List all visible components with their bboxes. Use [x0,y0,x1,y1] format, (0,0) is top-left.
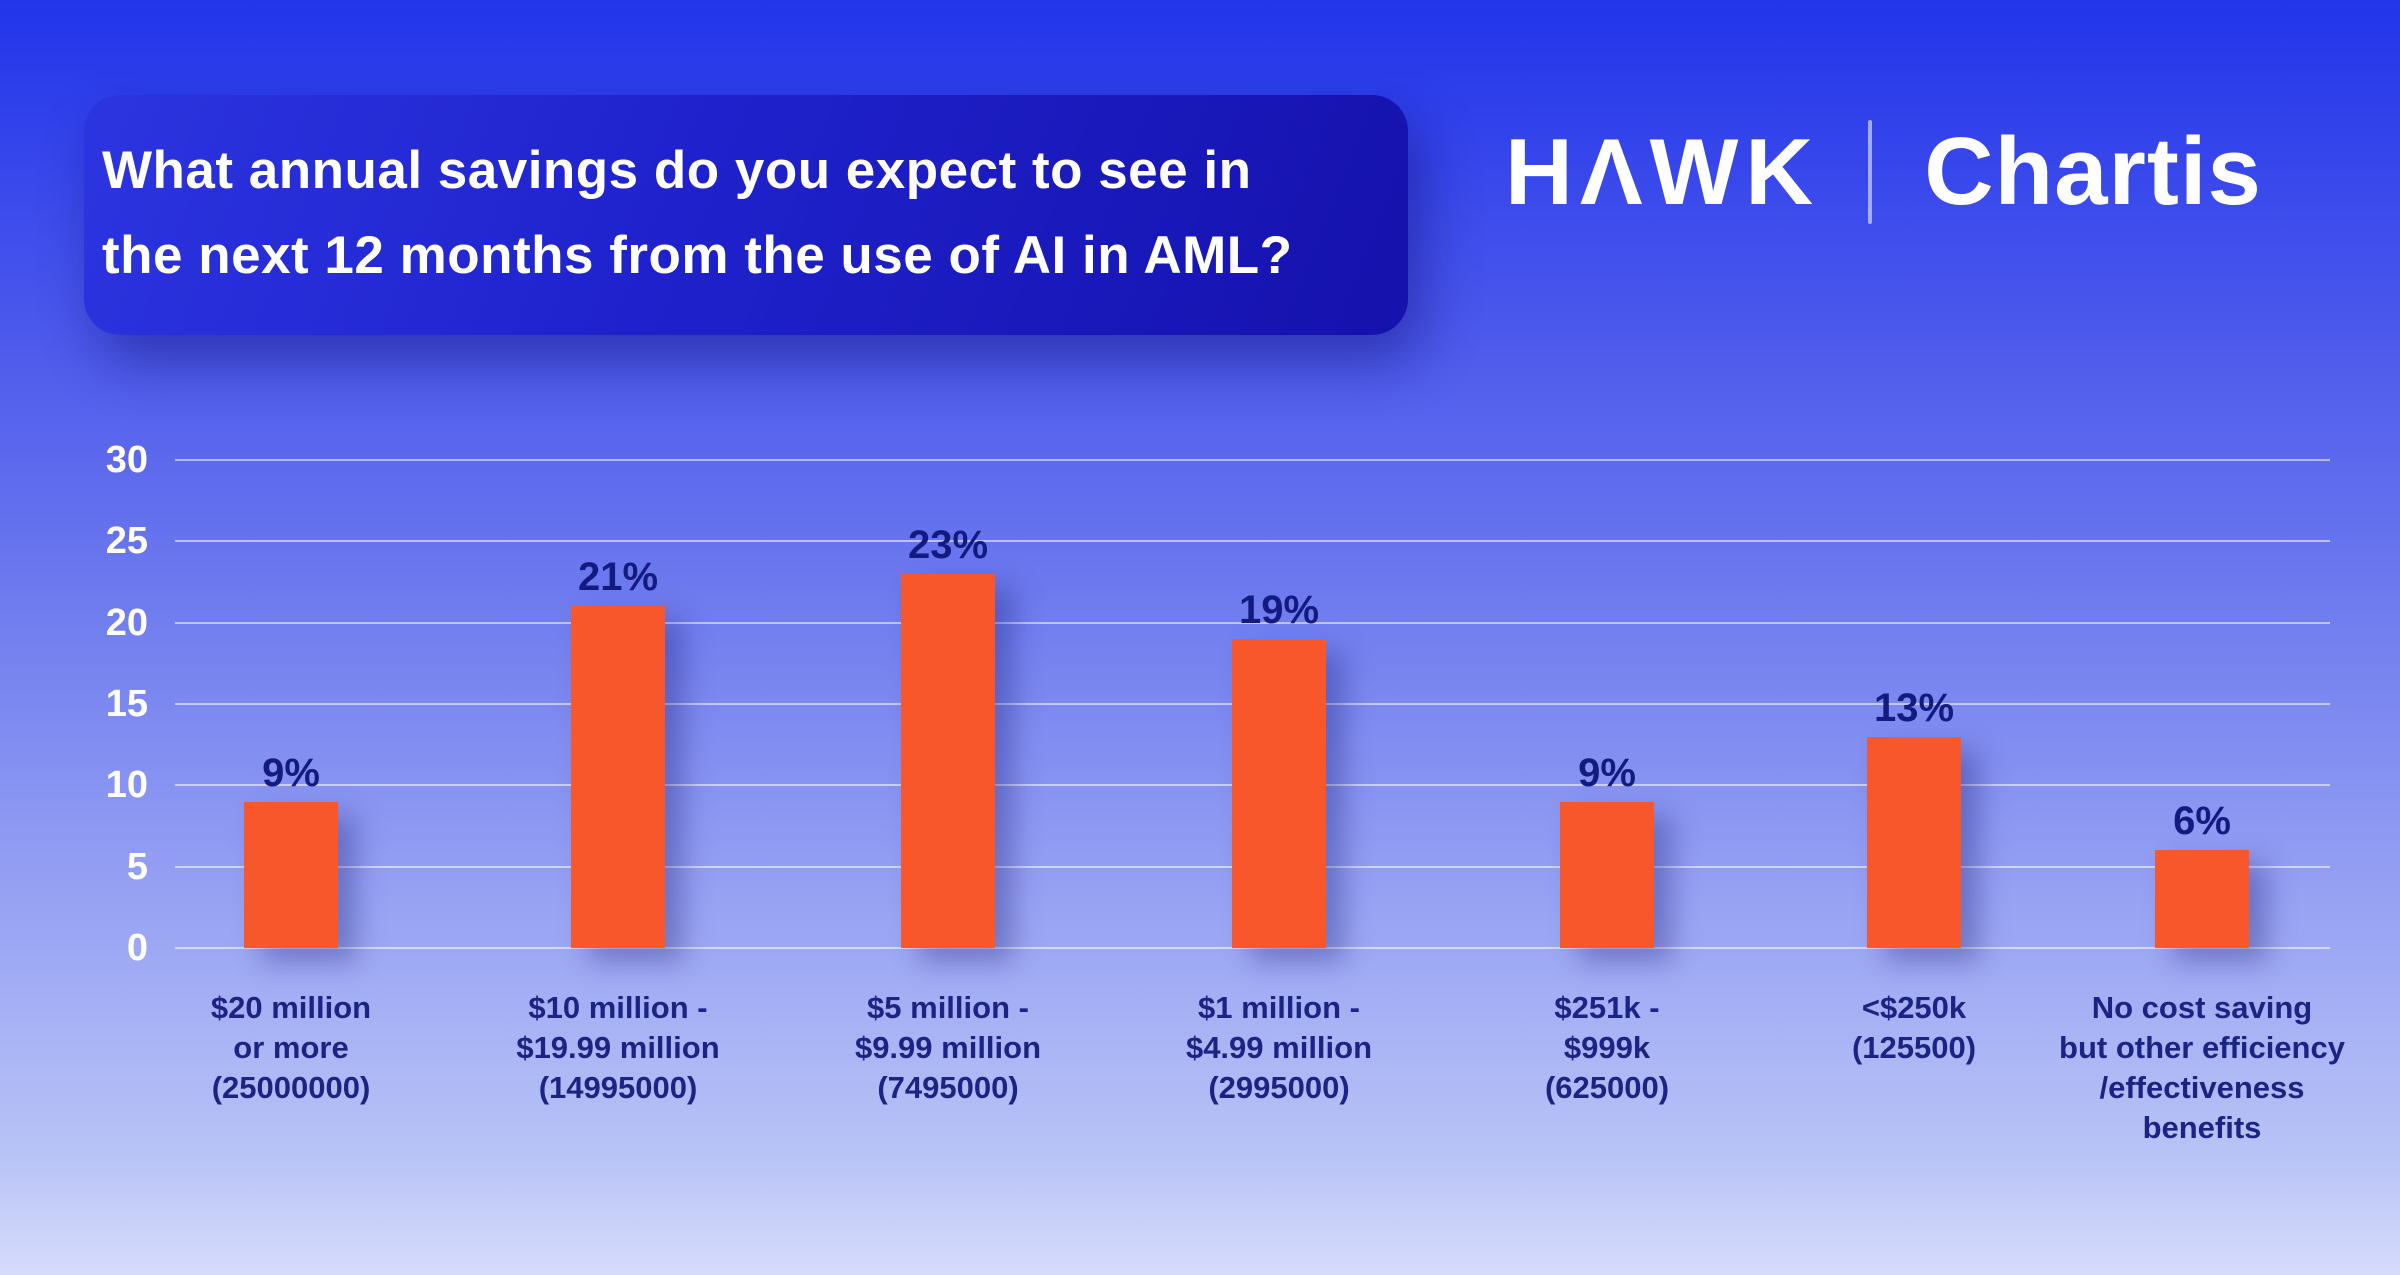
gridline-30 [175,459,2330,461]
x-axis-label-5: $251k - $999k (625000) [1544,990,1670,1105]
y-axis-tick-20: 20 [105,601,148,644]
bar-value-label-5: 9% [1578,750,1636,795]
bar-4 [1232,638,1326,948]
title-line-1: What annual savings do you expect to see… [102,141,1252,200]
bar-6 [1867,736,1961,948]
y-axis-tick-5: 5 [126,845,148,888]
y-axis-tick-10: 10 [105,764,148,807]
bar-value-label-4: 19% [1238,587,1320,632]
bar-5 [1560,801,1654,948]
bar-value-label-1: 9% [262,750,320,795]
bar-7 [2155,850,2249,948]
hawk-logo: HΛWK [1505,119,1821,224]
bar-value-label-3: 23% [907,522,989,567]
x-axis-label-1: $20 million or more (25000000) [210,990,372,1105]
bar-1 [244,801,338,948]
bar-value-label-2: 21% [577,555,659,600]
y-axis-tick-25: 25 [105,520,148,563]
bar-2 [571,606,665,948]
chartis-logo: Chartis [1924,118,2262,225]
gridline-0 [175,947,2330,949]
logo-divider [1868,120,1873,224]
bar-value-label-6: 13% [1873,685,1955,730]
x-axis-label-2: $10 million - $19.99 million (14995000) [516,990,720,1105]
y-axis-tick-15: 15 [105,683,148,725]
title-card: What annual savings do you expect to see… [84,95,1408,335]
bar-3 [901,573,995,948]
bar-value-label-7: 6% [2173,799,2231,844]
gridline-20 [175,621,2330,624]
y-axis-tick-0: 0 [126,927,148,969]
x-axis-label-6: <$250k (125500) [1851,990,1977,1065]
y-axis-tick-30: 30 [105,439,148,481]
title-line-2: the next 12 months from the use of AI in… [102,226,1293,285]
gridline-25 [175,540,2330,543]
logo-lockup: HΛWK Chartis [1505,112,2262,232]
x-axis-label-4: $1 million - $4.99 million (2995000) [1185,990,1373,1105]
x-axis-label-3: $5 million - $9.99 million (7495000) [854,990,1042,1105]
x-axis-label-7: No cost saving but other efficiency /eff… [2059,990,2345,1145]
